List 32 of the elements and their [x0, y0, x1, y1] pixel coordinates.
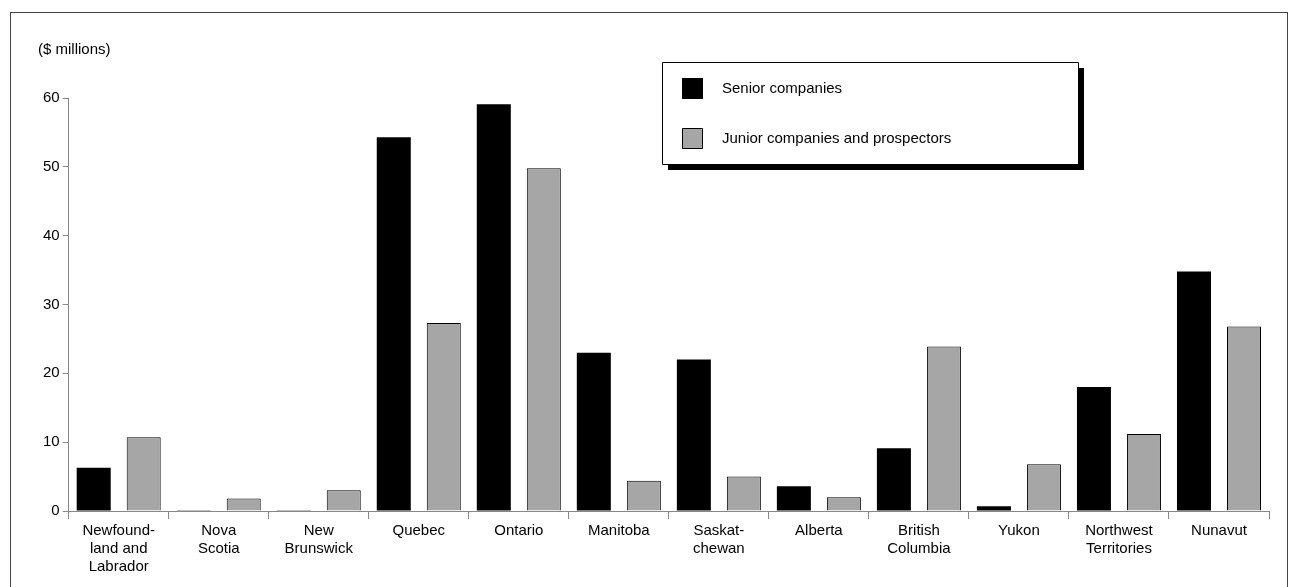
bar [676, 359, 711, 511]
legend-label: Senior companies [722, 79, 843, 97]
bar [876, 448, 911, 511]
bar [1076, 387, 1111, 511]
bar [376, 137, 411, 511]
y-tick-label: 10 [43, 432, 60, 450]
bar [1176, 271, 1211, 511]
x-tick-label: Quebec [392, 521, 446, 539]
bar [476, 104, 511, 511]
y-tick-label: 30 [43, 294, 60, 312]
legend-label: Junior companies and prospectors [722, 129, 952, 147]
y-tick-label: 20 [43, 363, 60, 381]
x-tick-label: New Brunswick [284, 521, 354, 557]
x-tick-label: Manitoba [587, 521, 651, 539]
bar [76, 467, 111, 511]
x-tick-label: Saskat- chewan [693, 521, 745, 557]
y-tick-label: 0 [51, 501, 60, 519]
x-tick-label: Nunavut [1191, 521, 1248, 539]
x-tick-label: Yukon [998, 521, 1040, 539]
x-tick-label: Newfound- land and Labrador [82, 521, 155, 575]
bar [776, 486, 811, 511]
x-tick-label: Ontario [494, 521, 544, 539]
x-tick-label: Alberta [795, 521, 844, 539]
y-axis-title: ($ millions) [38, 40, 111, 58]
x-tick-label: Northwest Territories [1085, 521, 1154, 557]
x-tick-label: British Columbia [887, 521, 952, 557]
x-tick-label: Nova Scotia [197, 521, 241, 557]
bar [976, 506, 1011, 511]
y-tick-label: 50 [43, 156, 60, 174]
bar [576, 352, 611, 511]
y-tick-label: 40 [43, 225, 60, 243]
y-tick-label: 60 [43, 88, 60, 106]
